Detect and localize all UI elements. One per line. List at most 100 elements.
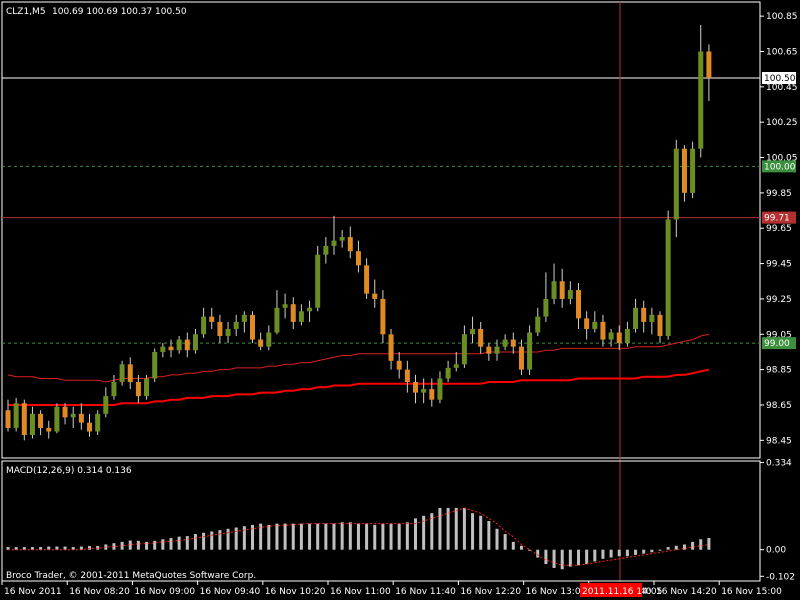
xtick-label: 16 Nov 13:00 [526,587,587,597]
macd-bar [316,523,320,550]
macd-bar [422,515,426,550]
macd-bar [528,549,532,551]
price-ytick-label: 99.45 [766,260,792,270]
time-highlight-box [580,583,642,597]
price-ytick-label: 99.05 [766,330,792,340]
candle-body [429,389,435,400]
candle-body [437,378,443,400]
macd-bar [71,547,75,550]
candle-body [470,328,476,335]
candle-body [624,328,630,344]
candle-body [380,298,386,335]
candle-body [690,148,696,193]
macd-bar [454,507,458,550]
macd-panel[interactable]: MACD(12,26,9) 0.314 0.136 0.334 0.00 -0.102 [1,459,795,583]
candle-body [518,346,524,370]
macd-bar [691,541,695,550]
macd-bar [585,549,589,565]
macd-bar [161,539,165,550]
level-label: 100.00 [764,162,796,172]
macd-ytick-label: -0.102 [766,572,795,582]
price-ytick-label: 99.25 [766,295,792,305]
xtick-label: 16 Nov 09:40 [200,587,261,597]
price-frame [1,1,761,459]
macd-bar [259,523,263,550]
candle-body [396,360,402,370]
macd-bar [577,549,580,566]
candle-body [608,332,614,340]
candle-body [176,339,182,351]
candle-body [209,316,215,322]
macd-bar [373,524,377,550]
candle-body [339,237,345,241]
price-ytick-label: 98.85 [766,366,792,376]
candle-body [543,298,549,317]
candle-body [111,382,117,397]
candle-body [706,51,712,78]
candle-body [46,427,52,432]
candle-body [600,321,606,340]
macd-bar [14,547,18,550]
candle-body [527,332,533,370]
xtick-label: 16 Nov 2011 [4,587,62,597]
macd-bar [625,549,629,557]
candle-body [584,318,590,329]
candle-body [29,413,35,436]
candle-body [551,281,557,299]
candle-body [502,339,508,347]
candle-body [38,413,44,428]
candle-body [494,346,500,354]
macd-bar [699,539,703,550]
macd-bar [324,523,328,550]
macd-bar [674,545,678,550]
macd-bar [120,541,124,550]
candle-body [323,245,329,255]
copyright-label: Broco Trader, © 2001-2011 MetaQuotes Sof… [6,571,256,581]
macd-bar [291,523,295,550]
time-axis: 16 Nov 2011 16 Nov 08:20 16 Nov 09:00 16 No… [1,581,782,597]
candle-body [95,413,101,432]
symbol-label: CLZ1,M5 [6,7,46,17]
candle-body [657,314,663,337]
macd-bar [112,543,116,550]
macd-bar [365,523,369,550]
macd-bar [511,541,515,550]
price-ytick-label: 100.45 [766,83,798,93]
macd-bar [275,523,279,550]
candle-body [665,219,671,337]
macd-signal-line [8,507,709,566]
macd-bar [267,524,271,550]
candle-body [453,364,459,368]
candle-body [633,307,639,329]
macd-bar [63,546,67,550]
xtick-label: 16 Nov 11:40 [395,587,456,597]
macd-bar [503,534,507,550]
macd-bar [381,523,385,550]
price-ytick-label: 98.45 [766,436,792,446]
price-ytick-label: 100.25 [766,118,798,128]
macd-bar [348,522,352,550]
candle-body [258,339,264,347]
candle-body [641,307,647,322]
macd-indicator-label: MACD(12,26,9) 0.314 0.136 [6,466,132,476]
macd-bar [30,547,34,550]
candle-body [576,290,581,319]
macd-bar [471,513,475,550]
macd-bar [104,544,108,550]
macd-bar [193,534,197,550]
macd-bar [642,549,646,554]
candle-body [87,422,92,432]
candle-body [266,332,272,347]
candle-body [217,321,223,337]
macd-bar [707,537,711,550]
macd-bar [666,547,670,550]
macd-bar [39,547,43,550]
candle-body [152,351,158,379]
macd-bar [601,549,605,559]
macd-bar [6,547,10,550]
candle-body [388,334,394,361]
xtick-label: 16 Nov 08:20 [69,587,130,597]
candle-body [372,293,378,299]
price-panel[interactable]: 100.85 100.65 100.45 100.25 100.05 99.85 99.65… [1,1,798,581]
